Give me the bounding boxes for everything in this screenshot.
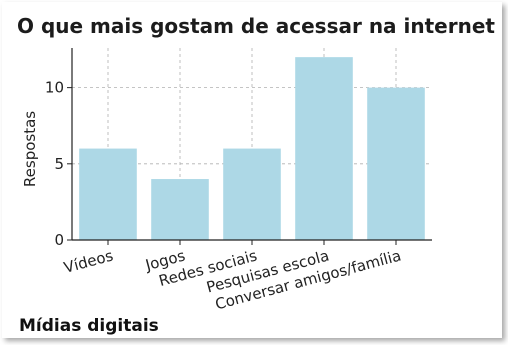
- axes: [67, 48, 432, 245]
- bar: [295, 57, 353, 241]
- chart-title: O que mais gostam de acessar na internet: [17, 14, 495, 38]
- bars: [79, 57, 425, 241]
- y-tick-label: 5: [54, 155, 64, 173]
- y-tick-labels: 0 5 10: [45, 79, 64, 249]
- bar: [367, 87, 425, 240]
- chart-figure: O que mais gostam de acessar na internet…: [2, 2, 502, 338]
- y-tick-label: 10: [45, 79, 64, 97]
- caption: Mídias digitais: [19, 316, 159, 336]
- bar: [79, 148, 137, 240]
- y-tick-label: 0: [54, 231, 64, 249]
- bar: [151, 179, 209, 240]
- y-axis-label: Respostas: [21, 111, 39, 187]
- x-tick-label: Vídeos: [62, 246, 115, 276]
- bar: [223, 148, 281, 240]
